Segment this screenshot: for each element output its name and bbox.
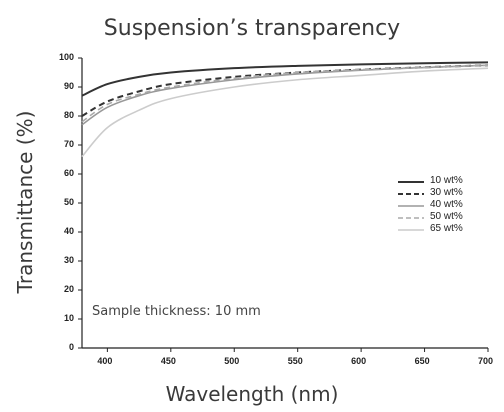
x-tick-label: 400 — [97, 356, 113, 366]
x-tick-label: 500 — [224, 356, 240, 366]
sample-thickness-note: Sample thickness: 10 mm — [92, 304, 261, 319]
series-line-0 — [81, 61, 489, 97]
y-tick-label: 30 — [63, 255, 74, 265]
y-tick-label: 60 — [63, 168, 74, 178]
y-tick-label: 100 — [58, 52, 74, 62]
legend-label-4: 65 wt% — [430, 223, 463, 234]
series-line-4 — [81, 67, 489, 158]
y-tick-label: 70 — [63, 139, 74, 149]
x-axis-label: Wavelength (nm) — [165, 382, 339, 406]
legend-label-0: 10 wt% — [430, 175, 463, 186]
legend-label-2: 40 wt% — [430, 199, 463, 210]
x-tick-label: 450 — [160, 356, 176, 366]
x-tick-label: 550 — [287, 356, 303, 366]
y-tick-label: 80 — [63, 110, 74, 120]
y-tick-label: 20 — [63, 284, 74, 294]
y-tick-label: 40 — [63, 226, 74, 236]
legend-label-3: 50 wt% — [430, 211, 463, 222]
y-tick-label: 0 — [68, 342, 74, 352]
x-tick-label: 650 — [414, 356, 430, 366]
y-tick-label: 50 — [63, 197, 74, 207]
x-tick-label: 700 — [478, 356, 494, 366]
legend-label-1: 30 wt% — [430, 187, 463, 198]
y-axis-label: Transmittance (%) — [13, 110, 37, 294]
y-tick-label: 90 — [63, 81, 74, 91]
x-tick-label: 600 — [351, 356, 367, 366]
y-tick-label: 10 — [63, 313, 74, 323]
series-line-3 — [81, 64, 489, 123]
chart-title: Suspension’s transparency — [103, 16, 401, 41]
